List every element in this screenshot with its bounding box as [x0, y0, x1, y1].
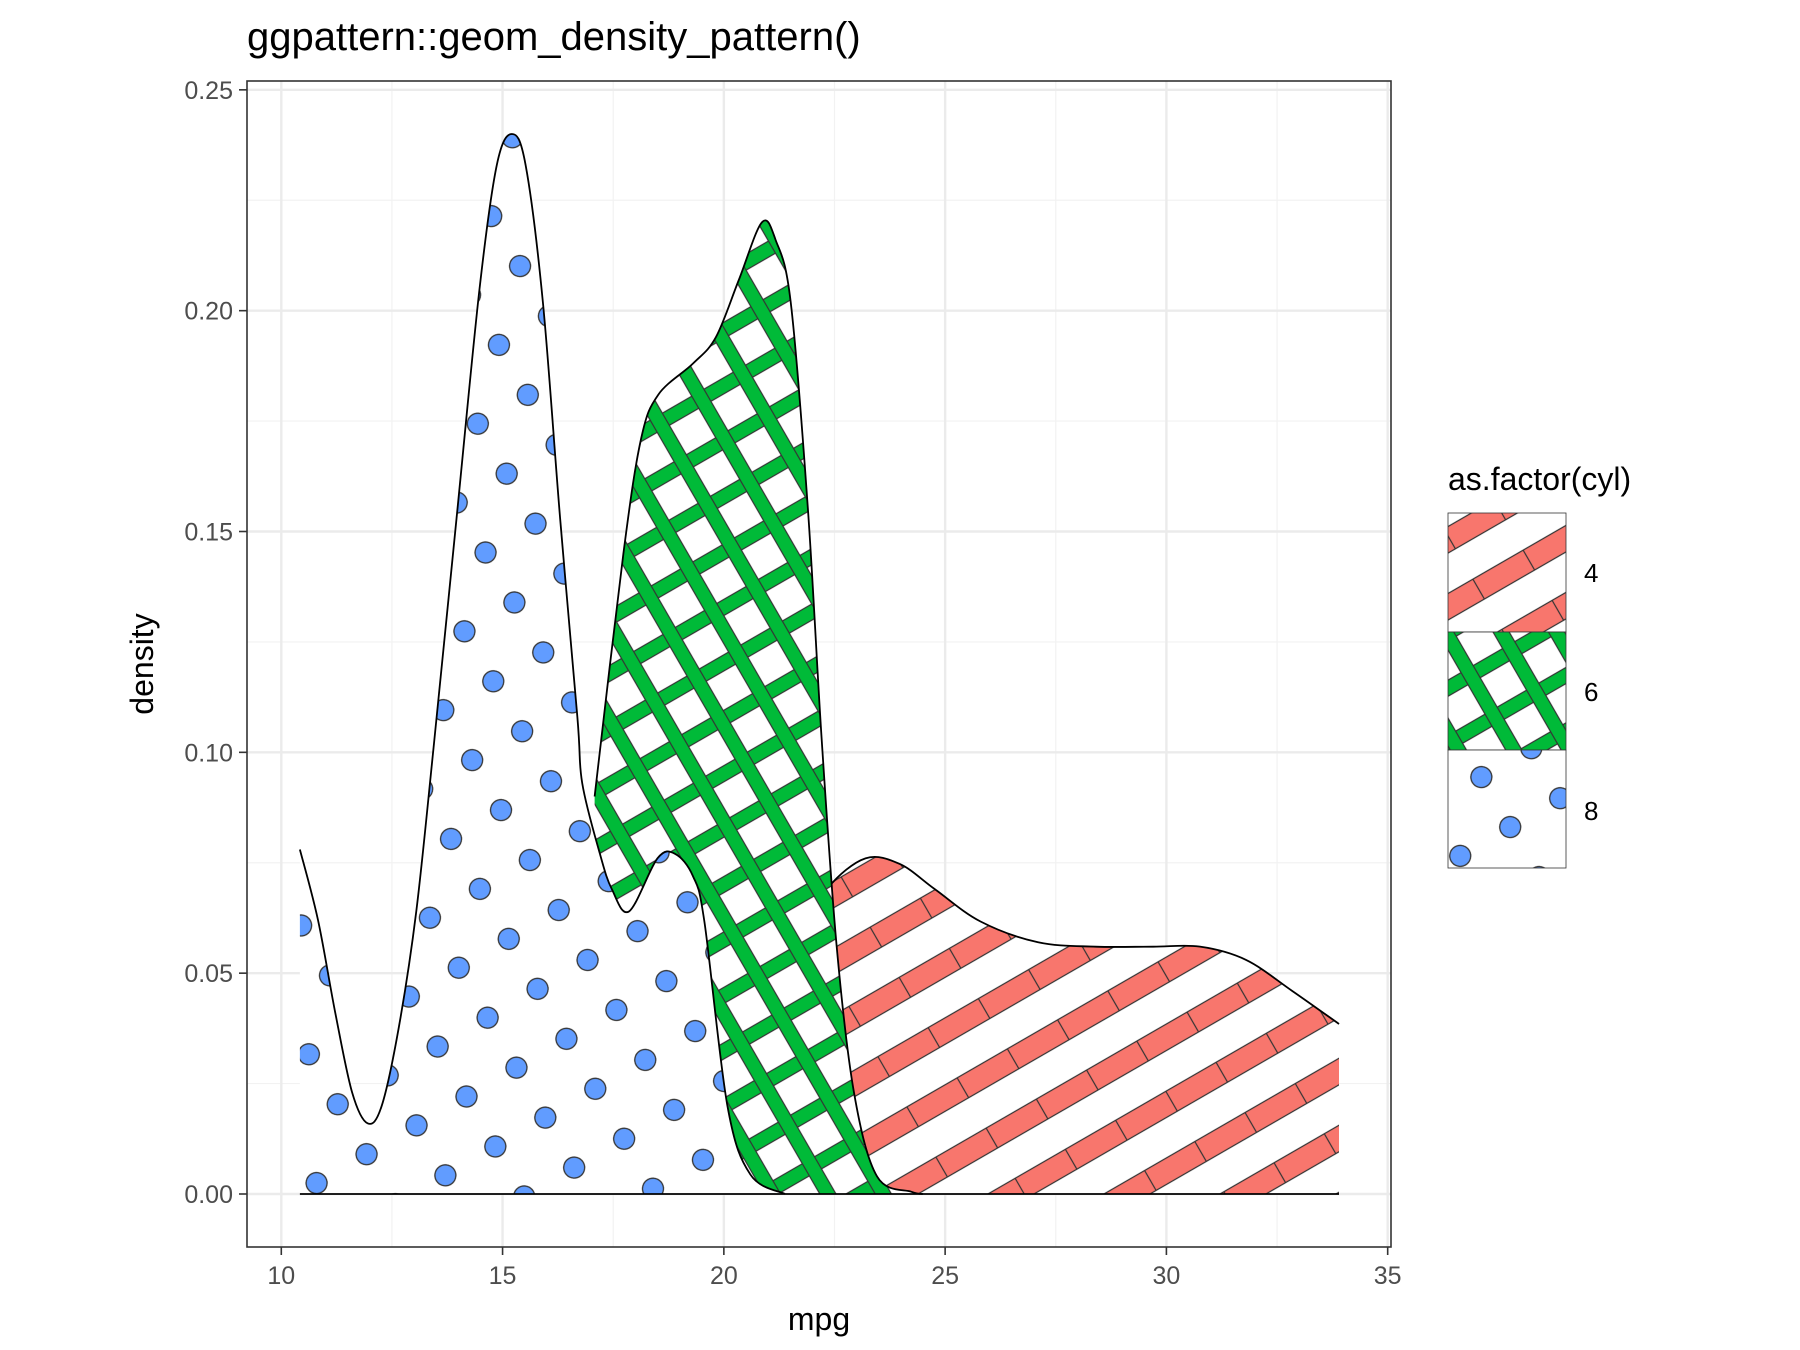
y-tick-label: 0.10: [184, 739, 233, 767]
x-tick-label: 35: [1374, 1262, 1402, 1290]
y-tick-label: 0.20: [184, 298, 233, 326]
y-axis-title: density: [124, 613, 160, 714]
y-tick-label: 0.25: [184, 77, 233, 105]
legend-key-6: [1447, 631, 1567, 751]
plot-panel: [246, 80, 1392, 1248]
x-axis-title: mpg: [788, 1301, 850, 1337]
density-line-cyl-6: [593, 219, 924, 1195]
x-tick-label: 30: [1152, 1262, 1180, 1290]
density-areas: [299, 133, 1340, 1195]
legend-title: as.factor(cyl): [1448, 461, 1631, 497]
x-tick-label: 15: [489, 1262, 517, 1290]
legend-label-8: 8: [1584, 796, 1598, 826]
density-area-cyl-8: [299, 134, 785, 1194]
x-tick-label: 20: [710, 1262, 738, 1290]
panel-border: [246, 80, 1392, 1248]
y-tick-label: 0.15: [184, 519, 233, 547]
legend-label-6: 6: [1584, 677, 1598, 707]
y-tick-label: 0.00: [184, 1181, 233, 1209]
legend-label-4: 4: [1584, 558, 1598, 588]
density-line-cyl-8: [299, 133, 786, 1195]
y-tick-label: 0.05: [184, 960, 233, 988]
x-tick-label: 10: [267, 1262, 295, 1290]
legend: as.factor(cyl) 4 6 8: [1447, 461, 1631, 869]
chart-title: ggpattern::geom_density_pattern(): [247, 15, 861, 59]
density-area-cyl-4: [785, 856, 1339, 1194]
legend-key-4: [1447, 512, 1567, 633]
legend-key-8: [1447, 749, 1567, 869]
axes: 10 15 20 25 30 35 0.00 0.05 0.10 0.15 0.20 0.25: [184, 77, 1401, 1290]
x-tick-label: 25: [931, 1262, 959, 1290]
gridlines: [247, 81, 1391, 1247]
